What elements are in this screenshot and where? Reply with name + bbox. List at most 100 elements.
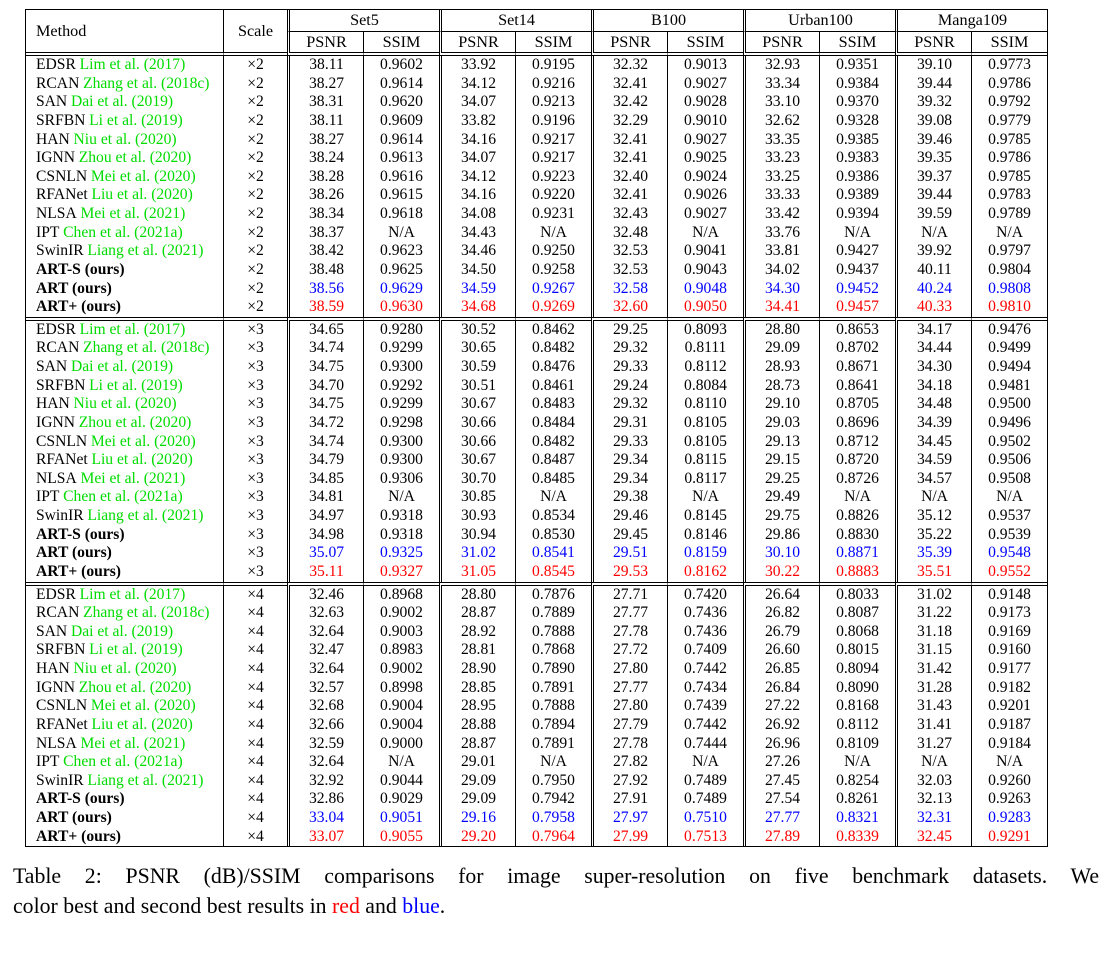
value-cell: 32.64: [287, 660, 363, 679]
method-cell: SwinIR Liang et al. (2021): [26, 507, 223, 526]
citation-link[interactable]: Mei et al. (2021): [80, 734, 186, 752]
citation-link[interactable]: Dai et al. (2019): [70, 358, 174, 375]
value-cell: 34.18: [895, 376, 971, 396]
citation-link[interactable]: Niu et al. (2020): [73, 130, 177, 148]
value-cell: N/A: [363, 223, 439, 243]
value-cell: 39.08: [895, 111, 971, 131]
value-cell: 35.39: [895, 544, 971, 563]
method-cell: CSNLN Mei et al. (2020): [26, 168, 223, 187]
citation-link[interactable]: Mei et al. (2020): [90, 697, 196, 715]
caption-color-word: red: [332, 893, 360, 918]
citation-link[interactable]: Zhou et al. (2020): [78, 413, 192, 431]
value-cell: 0.8068: [819, 622, 895, 642]
citation-link[interactable]: Chen et al. (2021a): [63, 223, 183, 241]
method-name: ART (ours): [36, 544, 112, 562]
value-cell: 32.41: [591, 130, 667, 150]
value-cell: 34.30: [895, 358, 971, 377]
value-cell: 32.40: [591, 167, 667, 187]
value-cell: 33.42: [743, 205, 819, 224]
value-cell: 29.34: [591, 469, 667, 489]
method-name: IGNN: [36, 413, 75, 431]
citation-link[interactable]: Mei et al. (2021): [80, 469, 186, 487]
method-cell: ART (ours): [26, 809, 223, 828]
citation-link[interactable]: Zhang et al. (2018c): [83, 74, 210, 92]
value-cell: 33.04: [287, 809, 363, 828]
citation-link[interactable]: Lim et al. (2017): [79, 585, 186, 603]
method-cell: SRFBN Li et al. (2019): [26, 641, 223, 660]
citation-link[interactable]: Zhang et al. (2018c): [83, 604, 210, 622]
value-cell: 27.45: [743, 771, 819, 791]
citation-link[interactable]: Niu et al. (2020): [73, 660, 177, 677]
citation-link[interactable]: Lim et al. (2017): [79, 320, 186, 338]
value-cell: 0.9630: [363, 298, 439, 317]
citation-link[interactable]: Li et al. (2019): [89, 111, 183, 129]
citation-link[interactable]: Zhou et al. (2020): [78, 678, 192, 696]
citation-link[interactable]: Liang et al. (2021): [87, 242, 204, 260]
citation-link[interactable]: Chen et al. (2021a): [63, 488, 183, 506]
method-cell: HAN Niu et al. (2020): [26, 131, 223, 150]
table-row: ART (ours) ×3 35.07 0.9325 31.02 0.8541 29.51 0…: [26, 544, 1047, 563]
value-cell: 0.7436: [667, 622, 743, 642]
table-row: EDSR Lim et al. (2017) ×3 34.65 0.9280 30.52 0…: [26, 316, 1048, 340]
metric-header-manga109-psnr: PSNR: [895, 32, 972, 56]
table-row: RFANet Liu et al. (2020) ×2 38.26 0.9615 34.1…: [26, 186, 1047, 205]
value-cell: 28.88: [439, 715, 515, 735]
citation-link[interactable]: Liu et al. (2020): [91, 186, 193, 204]
value-cell: 29.01: [439, 753, 515, 772]
citation-link[interactable]: Dai et al. (2019): [70, 622, 174, 640]
method-cell: RCAN Zhang et al. (2018c): [26, 339, 223, 358]
citation-link[interactable]: Li et al. (2019): [89, 376, 183, 394]
citation-link[interactable]: Dai et al. (2019): [70, 93, 174, 111]
method-name: ART+ (ours): [36, 562, 122, 580]
value-cell: 35.07: [287, 544, 363, 563]
method-name: RFANet: [36, 451, 88, 469]
value-cell: 27.97: [591, 809, 667, 828]
value-cell: 31.02: [439, 544, 515, 563]
method-cell: EDSR Lim et al. (2017): [26, 581, 223, 605]
scale-cell: ×2: [223, 260, 287, 280]
value-cell: 0.9773: [971, 56, 1047, 75]
method-cell: IPT Chen et al. (2021a): [26, 224, 223, 243]
citation-link[interactable]: Liang et al. (2021): [87, 507, 204, 524]
value-cell: 32.32: [591, 56, 667, 75]
citation-link[interactable]: Mei et al. (2021): [80, 205, 186, 222]
method-name: RCAN: [36, 604, 80, 622]
value-cell: N/A: [971, 223, 1047, 243]
citation-link[interactable]: Liu et al. (2020): [91, 451, 193, 469]
value-cell: 0.9283: [971, 809, 1047, 828]
value-cell: 0.9427: [819, 242, 895, 261]
value-cell: 29.45: [591, 525, 667, 545]
value-cell: 0.8484: [515, 413, 591, 433]
value-cell: N/A: [895, 488, 971, 507]
table-row: ART-S (ours) ×2 38.48 0.9625 34.50 0.9258 32.5…: [26, 260, 1047, 280]
citation-link[interactable]: Zhang et al. (2018c): [83, 339, 210, 357]
citation-link[interactable]: Li et al. (2019): [89, 641, 183, 659]
method-cell: NLSA Mei et al. (2021): [26, 205, 223, 224]
citation-link[interactable]: Mei et al. (2020): [90, 432, 196, 450]
value-cell: 0.8726: [819, 469, 895, 489]
value-cell: 0.9220: [515, 186, 591, 205]
metric-header-set14-psnr: PSNR: [439, 32, 515, 56]
citation-link[interactable]: Mei et al. (2020): [90, 167, 196, 185]
value-cell: 0.9050: [667, 298, 743, 317]
citation-link[interactable]: Liu et al. (2020): [91, 715, 193, 733]
dataset-header-urban100: Urban100: [743, 10, 896, 32]
citation-link[interactable]: Zhou et al. (2020): [78, 149, 192, 167]
value-cell: 29.49: [743, 488, 819, 507]
value-cell: 39.10: [895, 56, 971, 75]
scale-cell: ×2: [223, 167, 287, 187]
method-cell: CSNLN Mei et al. (2020): [26, 697, 223, 716]
value-cell: 34.68: [439, 298, 515, 317]
value-cell: 0.8830: [819, 525, 895, 545]
value-cell: 32.43: [591, 205, 667, 224]
citation-link[interactable]: Chen et al. (2021a): [63, 753, 183, 771]
value-cell: 30.51: [439, 376, 515, 396]
value-cell: 0.8159: [667, 544, 743, 563]
citation-link[interactable]: Liang et al. (2021): [87, 771, 204, 789]
value-cell: 33.82: [439, 111, 515, 131]
value-cell: 0.8720: [819, 451, 895, 470]
citation-link[interactable]: Lim et al. (2017): [79, 56, 186, 73]
table-row: HAN Niu et al. (2020) ×2 38.27 0.9614 34.16 0.…: [26, 130, 1047, 150]
value-cell: 40.33: [895, 298, 971, 317]
citation-link[interactable]: Niu et al. (2020): [73, 395, 177, 413]
